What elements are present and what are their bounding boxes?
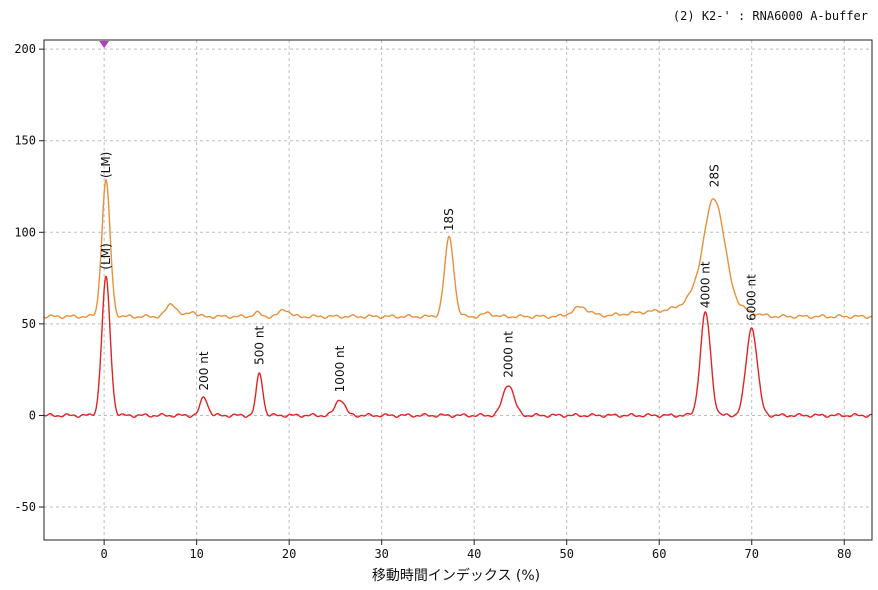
x-tick-label: 60 — [652, 547, 666, 561]
peak-label: (LM) — [99, 152, 113, 178]
peak-label: 500 nt — [253, 326, 267, 365]
x-axis-label: 移動時間インデックス (%) — [372, 567, 540, 584]
marker-triangle-icon — [99, 41, 110, 48]
x-axis-ticks: 0 10 20 30 40 50 60 70 80 — [101, 540, 851, 561]
y-axis-ticks: -50 0 50 100 150 200 — [14, 42, 44, 514]
peak-label: 4000 nt — [698, 261, 712, 308]
y-tick-label: 50 — [22, 317, 36, 331]
peak-label: 18S — [442, 208, 456, 231]
x-tick-label: 80 — [837, 547, 851, 561]
x-tick-label: 0 — [101, 547, 108, 561]
peak-label: (LM) — [99, 243, 113, 269]
peak-label: 1000 nt — [333, 345, 347, 392]
y-tick-label: 150 — [14, 134, 36, 148]
y-tick-label: 200 — [14, 42, 36, 56]
y-tick-label: 100 — [14, 225, 36, 239]
chart-subtitle: (2) K2-' : RNA6000 A-buffer — [673, 9, 868, 23]
plot-frame — [43, 39, 873, 541]
x-tick-label: 50 — [559, 547, 573, 561]
peak-label: 6000 nt — [745, 274, 759, 321]
x-tick-label: 20 — [282, 547, 296, 561]
series-layer — [43, 178, 873, 418]
x-tick-label: 30 — [374, 547, 388, 561]
peak-label: 200 nt — [197, 351, 211, 390]
x-tick-label: 40 — [467, 547, 481, 561]
y-tick-label: 0 — [29, 408, 36, 422]
y-tick-label: -50 — [14, 500, 36, 514]
series-line-2 — [43, 275, 873, 418]
x-tick-label: 70 — [745, 547, 759, 561]
peak-label: 28S — [708, 164, 722, 187]
series-line-1 — [43, 178, 873, 320]
peak-labels: (LM) (LM) 18S 28S 200 nt 500 nt 1000 nt 2000 nt… — [99, 152, 759, 393]
peak-label: 2000 nt — [501, 331, 515, 378]
x-tick-label: 10 — [189, 547, 203, 561]
